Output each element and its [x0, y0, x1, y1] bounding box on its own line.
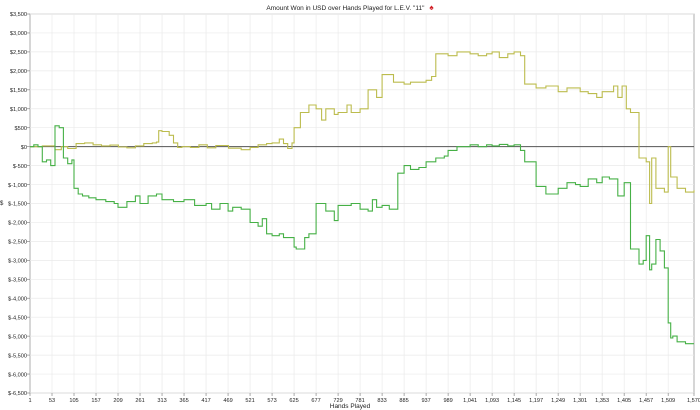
x-tick-label: 833 [377, 398, 386, 404]
series-line-2 [30, 125, 694, 345]
x-tick-label: 1,405 [617, 398, 631, 404]
x-tick-label: 1,041 [463, 398, 477, 404]
chart-title-text: Amount Won in USD over Hands Played for … [266, 5, 425, 12]
y-tick-label: $500 [15, 126, 27, 132]
x-tick-label: 261 [135, 398, 144, 404]
y-tick-label: $-5,000 [8, 334, 27, 340]
x-tick-label: 157 [91, 398, 100, 404]
x-tick-label: 625 [289, 398, 298, 404]
y-tick-label: $2,000 [10, 69, 27, 75]
y-tick-label: $-6,000 [8, 372, 27, 378]
y-tick-label: $-1,500 [8, 202, 27, 208]
x-tick-label: 989 [443, 398, 452, 404]
y-tick-label: $-500 [13, 164, 27, 170]
y-tick-label: $3,000 [10, 31, 27, 37]
y-tick-label: $2,500 [10, 50, 27, 56]
y-tick-label: $-3,500 [8, 278, 27, 284]
y-tick-label: $1,000 [10, 107, 27, 113]
x-tick-label: 469 [223, 398, 232, 404]
y-tick-label: $-1,000 [8, 183, 27, 189]
x-tick-label: 781 [355, 398, 364, 404]
x-tick-label: 1 [28, 398, 31, 404]
x-tick-label: 1,093 [485, 398, 499, 404]
x-tick-label: 365 [179, 398, 188, 404]
y-tick-label: $-4,500 [8, 315, 27, 321]
y-tick-label: $-3,000 [8, 259, 27, 265]
x-tick-label: 521 [245, 398, 254, 404]
y-tick-label: $3,500 [10, 12, 27, 18]
y-tick-label: $-2,500 [8, 240, 27, 246]
y-tick-label: $-5,500 [8, 353, 27, 359]
x-tick-label: 313 [157, 398, 166, 404]
x-tick-label: 937 [421, 398, 430, 404]
y-tick-label: $-6,500 [8, 391, 27, 397]
x-tick-label: 1,249 [551, 398, 565, 404]
series-line-1 [30, 51, 695, 205]
x-tick-label: 677 [311, 398, 320, 404]
spade-icon: ♠ [429, 3, 434, 12]
x-tick-label: 573 [267, 398, 276, 404]
x-axis-label: Hands Played [329, 403, 371, 410]
y-tick-label: $-2,000 [8, 221, 27, 227]
x-tick-label: 885 [399, 398, 408, 404]
x-tick-label: 105 [69, 398, 78, 404]
x-tick-label: 1,353 [595, 398, 609, 404]
x-tick-label: 1,570 [687, 398, 700, 404]
x-tick-label: 1,509 [661, 398, 675, 404]
x-tick-label: 209 [113, 398, 122, 404]
y-tick-label: $1,500 [10, 88, 27, 94]
x-tick-label: 1,197 [529, 398, 543, 404]
y-tick-label: $0 [21, 145, 27, 151]
chart-title: Amount Won in USD over Hands Played for … [0, 3, 700, 12]
x-tick-label: 1,301 [573, 398, 587, 404]
x-tick-label: 1,457 [639, 398, 653, 404]
x-tick-label: 1,145 [507, 398, 521, 404]
x-tick-label: 729 [333, 398, 342, 404]
x-tick-label: 417 [201, 398, 210, 404]
x-tick-label: 53 [49, 398, 55, 404]
y-axis-label: $ [0, 201, 4, 207]
y-tick-label: $-4,000 [8, 296, 27, 302]
